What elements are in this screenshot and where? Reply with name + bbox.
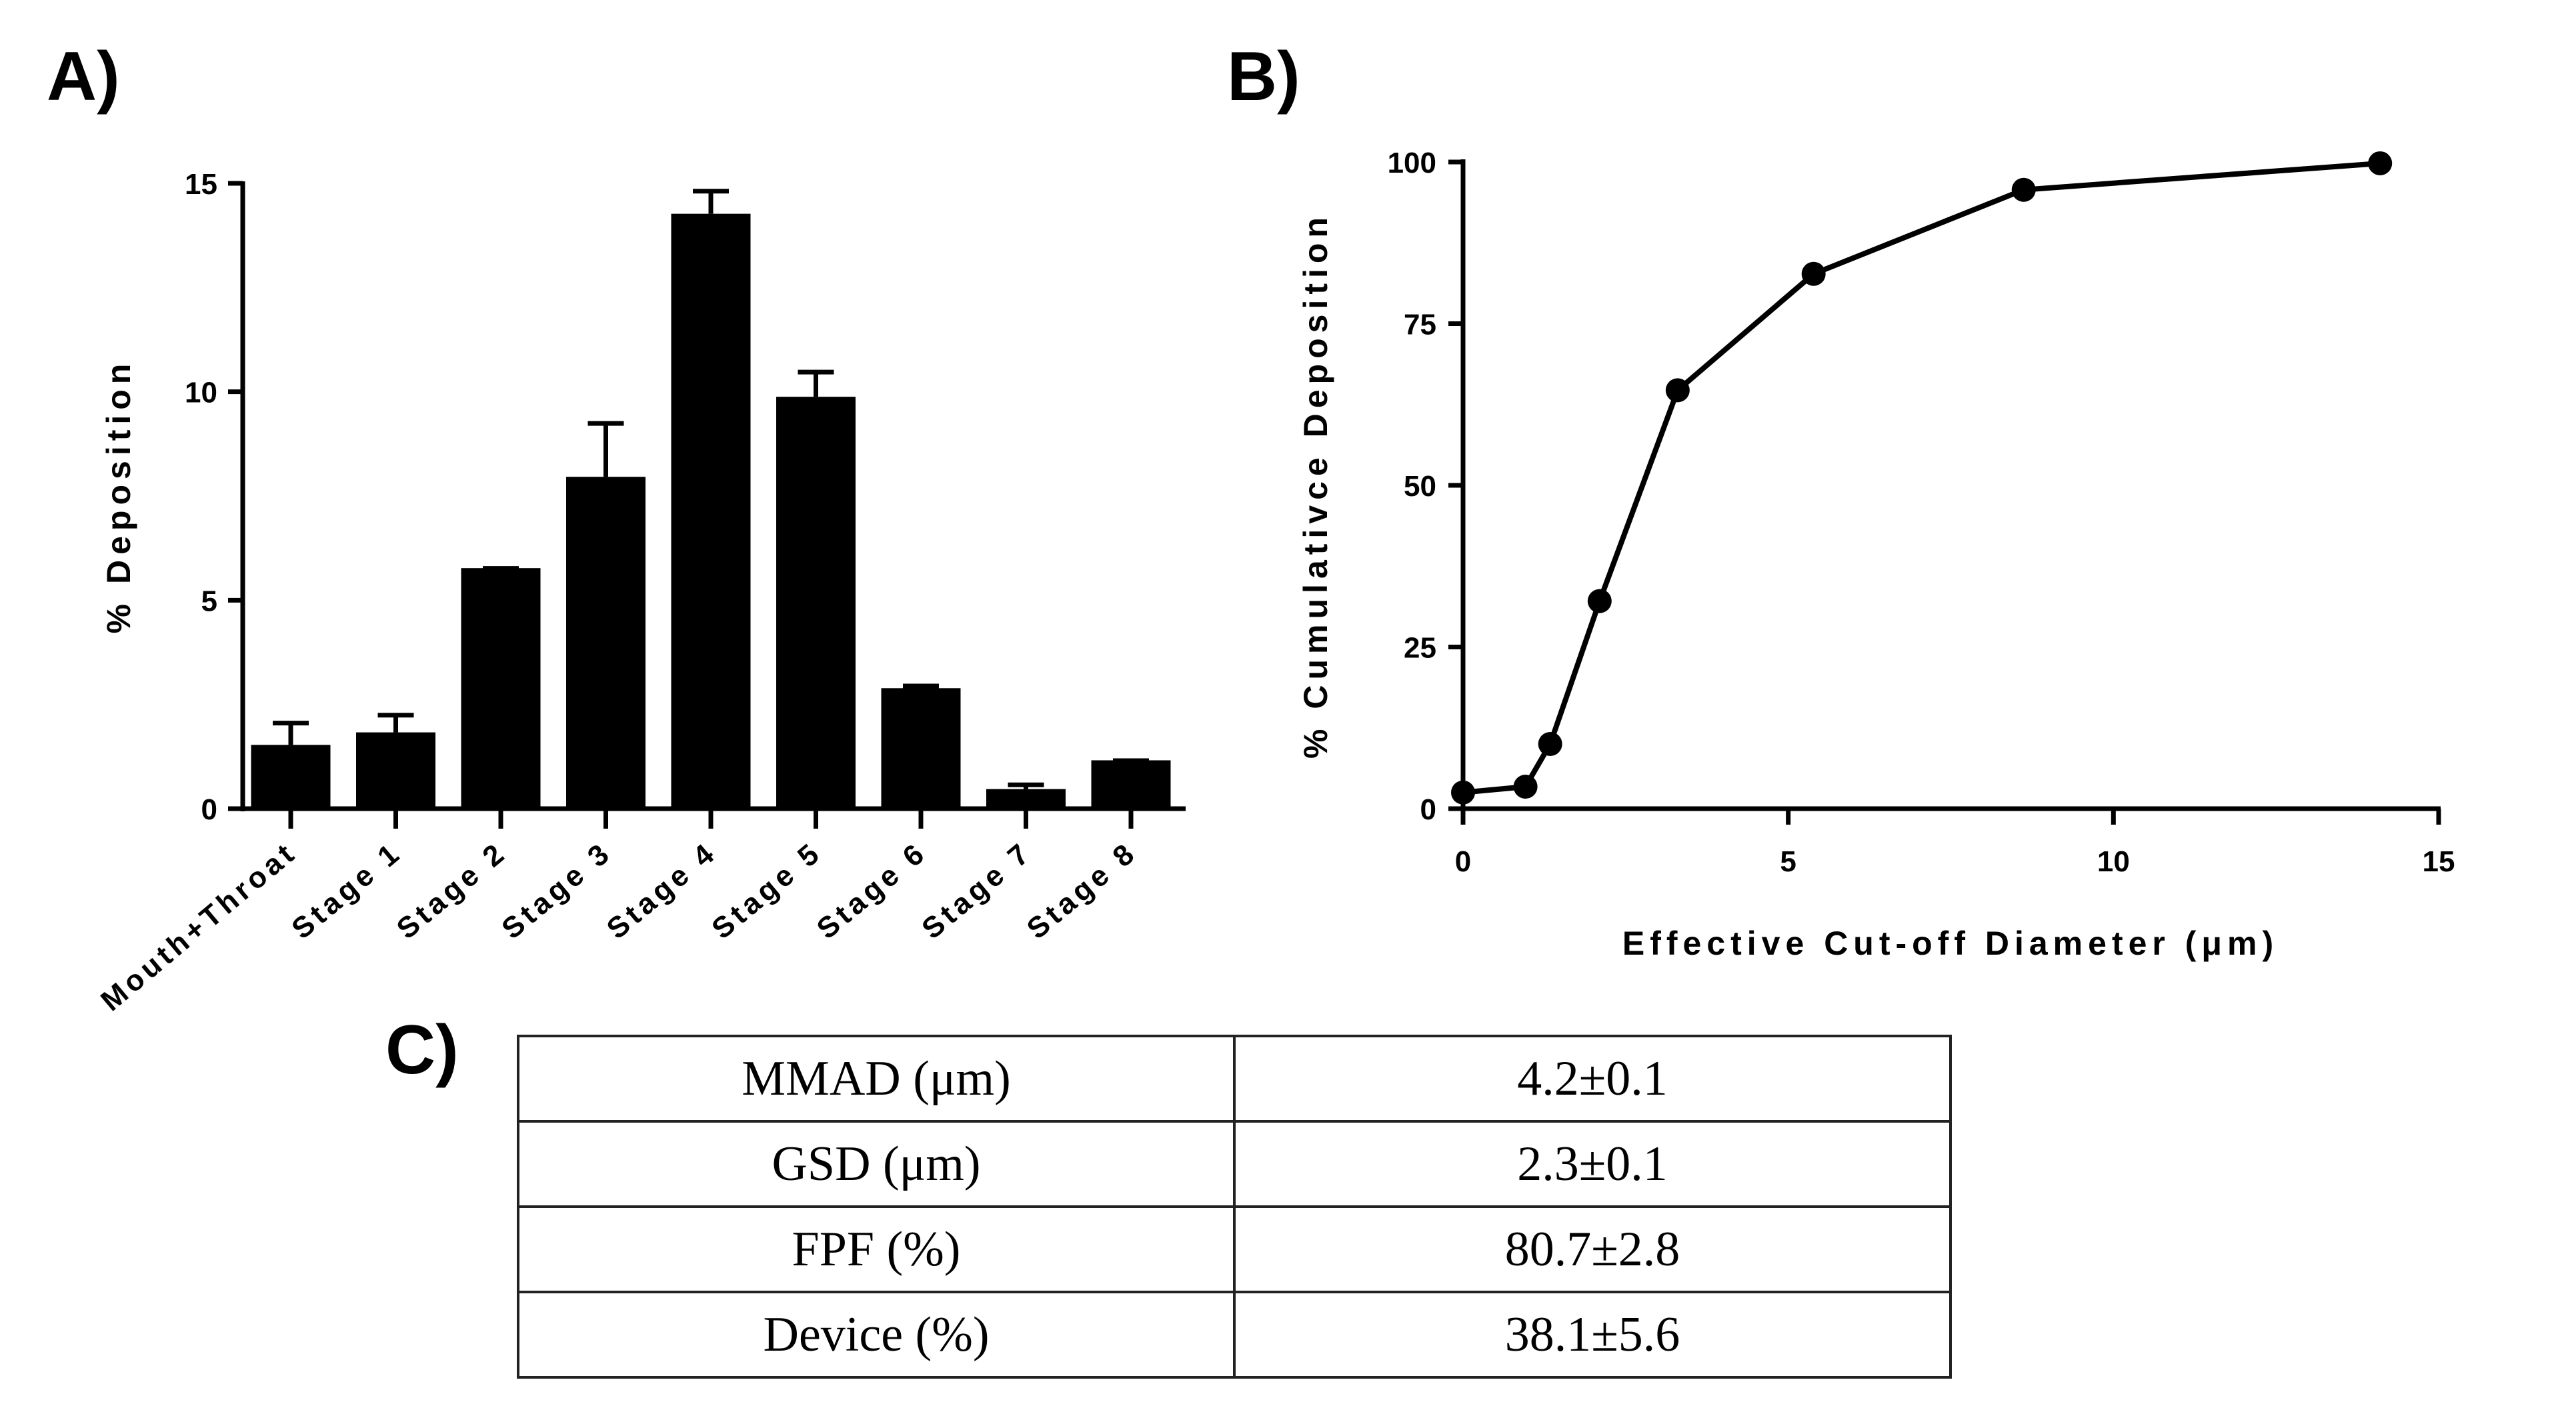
data-point <box>1451 780 1475 805</box>
x-tick-label: 15 <box>2423 845 2455 878</box>
x-tick-label: Stage 2 <box>391 835 513 945</box>
data-point <box>1538 732 1562 756</box>
table-cell-value: 80.7±2.8 <box>1233 1205 1952 1293</box>
table-cell-label: FPF (%) <box>517 1205 1236 1293</box>
panel-label-b: B) <box>1227 38 1300 115</box>
table-cell-value: 38.1±5.6 <box>1233 1291 1952 1379</box>
y-tick-label: 5 <box>201 585 217 617</box>
data-point <box>1587 589 1612 613</box>
x-tick-label: Stage 7 <box>916 835 1038 945</box>
table-cell-label: GSD (μm) <box>517 1120 1236 1208</box>
y-tick-label: 10 <box>185 377 217 409</box>
y-axis-title: % Deposition <box>100 359 137 634</box>
data-point <box>1665 378 1690 403</box>
data-point <box>2368 151 2393 175</box>
y-tick-label: 75 <box>1404 309 1436 341</box>
panel-label-c: C) <box>385 1011 459 1089</box>
y-tick-label: 50 <box>1404 470 1436 503</box>
data-line <box>1462 160 2381 795</box>
bar-stage-3 <box>566 477 646 809</box>
x-tick-label: 0 <box>1455 845 1471 878</box>
x-tick-label: Stage 3 <box>495 835 618 945</box>
y-axis-title: % Cumulativce Deposition <box>1297 212 1334 759</box>
y-tick-label: 0 <box>1420 793 1436 826</box>
table-row: MMAD (μm) 4.2±0.1 <box>517 1035 1952 1123</box>
x-tick-label: Stage 1 <box>285 835 408 945</box>
bar-mouth-throat <box>251 745 331 809</box>
y-tick-label: 25 <box>1404 632 1436 665</box>
x-tick-label: Stage 6 <box>811 835 934 945</box>
x-tick-label: 10 <box>2097 845 2130 878</box>
line-chart-cumulative: % Cumulativce Deposition Effective Cut-o… <box>1297 147 2455 962</box>
bar-stage-7 <box>986 789 1066 809</box>
y-tick-label: 100 <box>1388 147 1436 179</box>
x-tick-label: Mouth+Throat <box>95 835 303 1017</box>
table-cell-value: 2.3±0.1 <box>1233 1120 1952 1208</box>
table-cell-label: Device (%) <box>517 1291 1236 1379</box>
aerosol-summary-table: MMAD (μm) 4.2±0.1 GSD (μm) 2.3±0.1 FPF (%) 80… <box>517 1035 1952 1379</box>
bar-stage-2 <box>461 568 541 809</box>
y-tick-label: 0 <box>201 793 217 826</box>
table-row: Device (%) 38.1±5.6 <box>517 1291 1952 1379</box>
x-axis-title: Effective Cut-off Diameter (μm) <box>1622 925 2279 962</box>
bar-stage-5 <box>776 397 856 809</box>
table-row: FPF (%) 80.7±2.8 <box>517 1205 1952 1293</box>
y-tick-label: 15 <box>185 168 217 201</box>
bar-stage-1 <box>356 732 435 809</box>
x-tick-label: Stage 8 <box>1021 835 1144 945</box>
table-cell-label: MMAD (μm) <box>517 1035 1236 1123</box>
x-tick-label: 5 <box>1780 845 1796 878</box>
data-point <box>1801 261 1826 286</box>
data-point <box>2011 177 2036 202</box>
x-tick-label: Stage 4 <box>601 835 724 945</box>
bar-stage-6 <box>881 688 961 809</box>
data-point <box>1513 775 1538 799</box>
table-cell-value: 4.2±0.1 <box>1233 1035 1952 1123</box>
bar-stage-8 <box>1091 760 1171 809</box>
x-tick-label: Stage 5 <box>706 835 828 945</box>
panel-label-a: A) <box>47 38 120 115</box>
bar-stage-4 <box>671 213 751 809</box>
table-row: GSD (μm) 2.3±0.1 <box>517 1120 1952 1208</box>
